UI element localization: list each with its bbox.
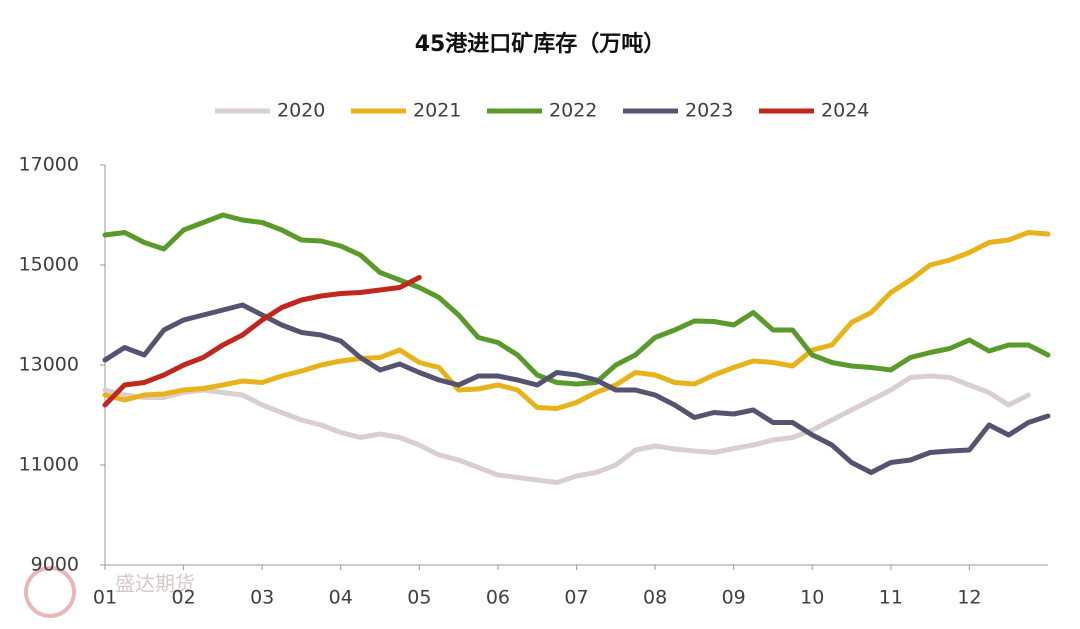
x-tick-label: 10 xyxy=(800,587,824,609)
x-tick-label: 01 xyxy=(93,587,117,609)
y-tick-label: 15000 xyxy=(19,254,79,276)
x-tick-label: 09 xyxy=(722,587,746,609)
x-tick-label: 05 xyxy=(407,587,431,609)
watermark: 盛达期货 xyxy=(115,572,195,596)
x-tick-label: 08 xyxy=(643,587,667,609)
legend-label: 2024 xyxy=(821,100,869,122)
x-tick-label: 06 xyxy=(486,587,510,609)
legend-label: 2023 xyxy=(685,100,733,122)
x-tick-label: 03 xyxy=(250,587,274,609)
y-tick-label: 13000 xyxy=(19,354,79,376)
series-line xyxy=(102,275,422,408)
series-line xyxy=(102,230,1051,411)
series-line xyxy=(102,373,1031,485)
x-tick-label: 12 xyxy=(957,587,981,609)
x-tick-label: 04 xyxy=(329,587,353,609)
legend-label: 2022 xyxy=(549,100,597,122)
series-line xyxy=(102,212,1051,387)
watermark-logo xyxy=(24,566,76,618)
legend-label: 2021 xyxy=(413,100,461,122)
x-tick-label: 02 xyxy=(171,587,195,609)
x-tick-label: 11 xyxy=(879,587,903,609)
y-tick-label: 17000 xyxy=(19,154,79,176)
y-tick-label: 11000 xyxy=(19,454,79,476)
legend-label: 2020 xyxy=(277,100,325,122)
chart-title: 45港进口矿库存（万吨） xyxy=(415,31,666,57)
y-tick-label: 9000 xyxy=(31,554,79,576)
x-tick-label: 07 xyxy=(564,587,588,609)
series-line xyxy=(102,302,1051,475)
